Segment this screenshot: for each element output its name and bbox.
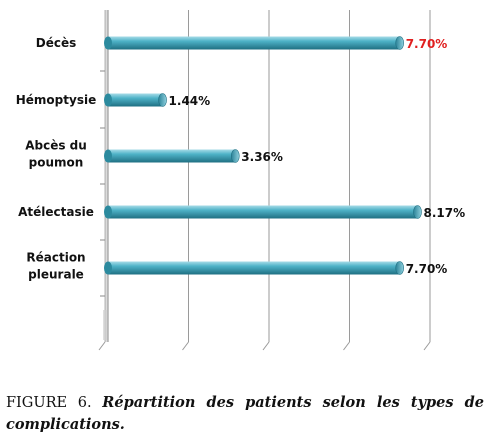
category-label: Hémoptysie [16,93,96,107]
category-label-line: Décès [36,36,77,50]
axis-wall [105,10,108,342]
data-label: 7.70% [406,37,448,51]
bar-body [108,93,163,107]
bar-cap [158,93,167,107]
gridline-floor [343,341,350,351]
bar [104,93,167,107]
data-label: 8.17% [423,206,465,220]
bar-chart: 7.70% Décès 1.44% Hémoptysie 3.36% Abcès du po… [16,10,465,351]
bar-base [104,205,112,219]
bar-base [104,93,112,107]
bar-base [104,261,112,275]
gridline-floor [182,341,189,351]
gridline-floor [423,341,431,351]
bar-body [108,261,400,275]
data-label: 1.44% [169,94,211,108]
axis-shadow [103,310,107,340]
gridline-floor [262,341,270,351]
bar-body [108,36,400,50]
bar-cap [230,149,240,163]
bars [104,36,422,275]
category-label: Atélectasie [18,205,94,219]
figure-number: FIGURE 6. [6,395,92,411]
bar-cap [395,261,404,275]
category-label-line: poumon [29,156,84,170]
caption-text: Répartition des patients selon les types… [6,394,484,433]
bar [104,261,404,275]
data-label: 3.36% [241,150,283,164]
data-label: 7.70% [406,262,448,276]
bar [104,205,422,219]
bar-body [108,205,418,219]
bar-body [108,149,236,163]
category-label-line: Hémoptysie [16,93,96,107]
category-label-line: pleurale [28,268,84,282]
axis-floor-edge [98,341,106,351]
bar [104,149,240,163]
category-label-line: Réaction [26,251,85,265]
category-label: Réaction pleurale [26,251,85,282]
bar-base [104,149,112,163]
category-label-line: Abcès du [25,139,87,153]
labels: 7.70% Décès 1.44% Hémoptysie 3.36% Abcès du po… [16,36,465,282]
axis [98,10,109,351]
bar-base [104,36,112,50]
figure-caption: FIGURE 6. Répartition des patients selon… [6,392,484,436]
category-label: Décès [36,36,77,50]
bar-cap [395,36,404,50]
bar-cap [413,205,422,219]
bar [104,36,404,50]
category-label: Abcès du poumon [25,139,87,170]
gridlines [182,10,431,351]
category-label-line: Atélectasie [18,205,94,219]
